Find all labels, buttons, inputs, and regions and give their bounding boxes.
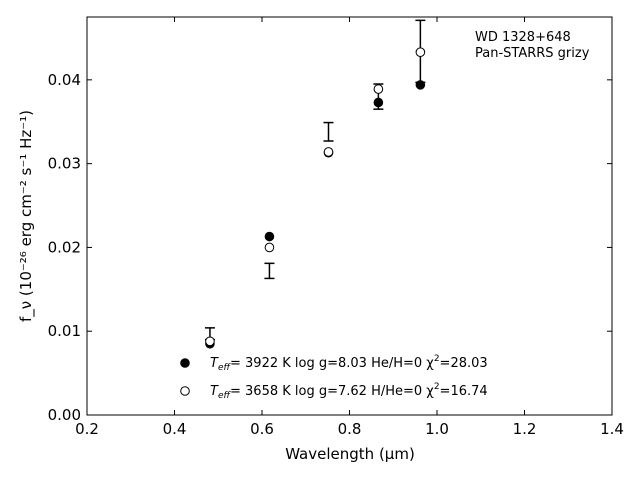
x-axis-label: Wavelength (µm) [285, 445, 415, 463]
y-tick-label: 0.00 [48, 406, 81, 424]
annotation-line-1: WD 1328+648 [475, 30, 571, 45]
model-point-open [323, 147, 334, 157]
model-point-filled [415, 80, 426, 90]
legend-label-2: Teff= 3658 K log g=7.62 H/He=0 χ2=16.74 [210, 382, 488, 401]
x-tick-label: 1.0 [425, 420, 449, 438]
y-tick-label: 0.04 [48, 71, 81, 89]
model-point-filled [373, 97, 384, 108]
y-tick-label: 0.02 [48, 238, 81, 256]
x-tick-label: 0.6 [250, 420, 274, 438]
model-point-open [264, 242, 275, 253]
model-point-open [205, 336, 215, 347]
error-bar [323, 121, 334, 142]
legend-marker-open [180, 386, 190, 396]
x-tick-label: 1.2 [513, 420, 537, 438]
model-point-open [373, 84, 384, 94]
axes: 0.2 0.4 0.6 0.8 1.0 1.2 1.4 0.00 0.01 0.02 0.03 0.0… [48, 16, 624, 438]
error-bars [204, 19, 426, 341]
x-tick-label: 1.4 [600, 420, 624, 438]
x-tick-label: 0.2 [75, 420, 99, 438]
legend-marker-filled [180, 358, 190, 368]
error-bar [264, 262, 275, 280]
y-tick-label: 0.03 [48, 155, 81, 173]
y-tick-label: 0.01 [48, 322, 81, 340]
annotation-line-2: Pan-STARRS grizy [475, 46, 590, 61]
x-tick-label: 0.8 [338, 420, 362, 438]
legend: Teff= 3922 K log g=8.03 He/H=0 χ2=28.03 … [180, 354, 488, 401]
y-axis-label: f_ν (10⁻²⁶ erg cm⁻² s⁻¹ Hz⁻¹) [17, 110, 36, 322]
model-markers [205, 47, 426, 349]
legend-label-1: Teff= 3922 K log g=8.03 He/H=0 χ2=28.03 [210, 354, 488, 373]
model-point-open [415, 47, 426, 57]
model-point-filled [264, 231, 275, 242]
x-tick-label: 0.4 [163, 420, 187, 438]
